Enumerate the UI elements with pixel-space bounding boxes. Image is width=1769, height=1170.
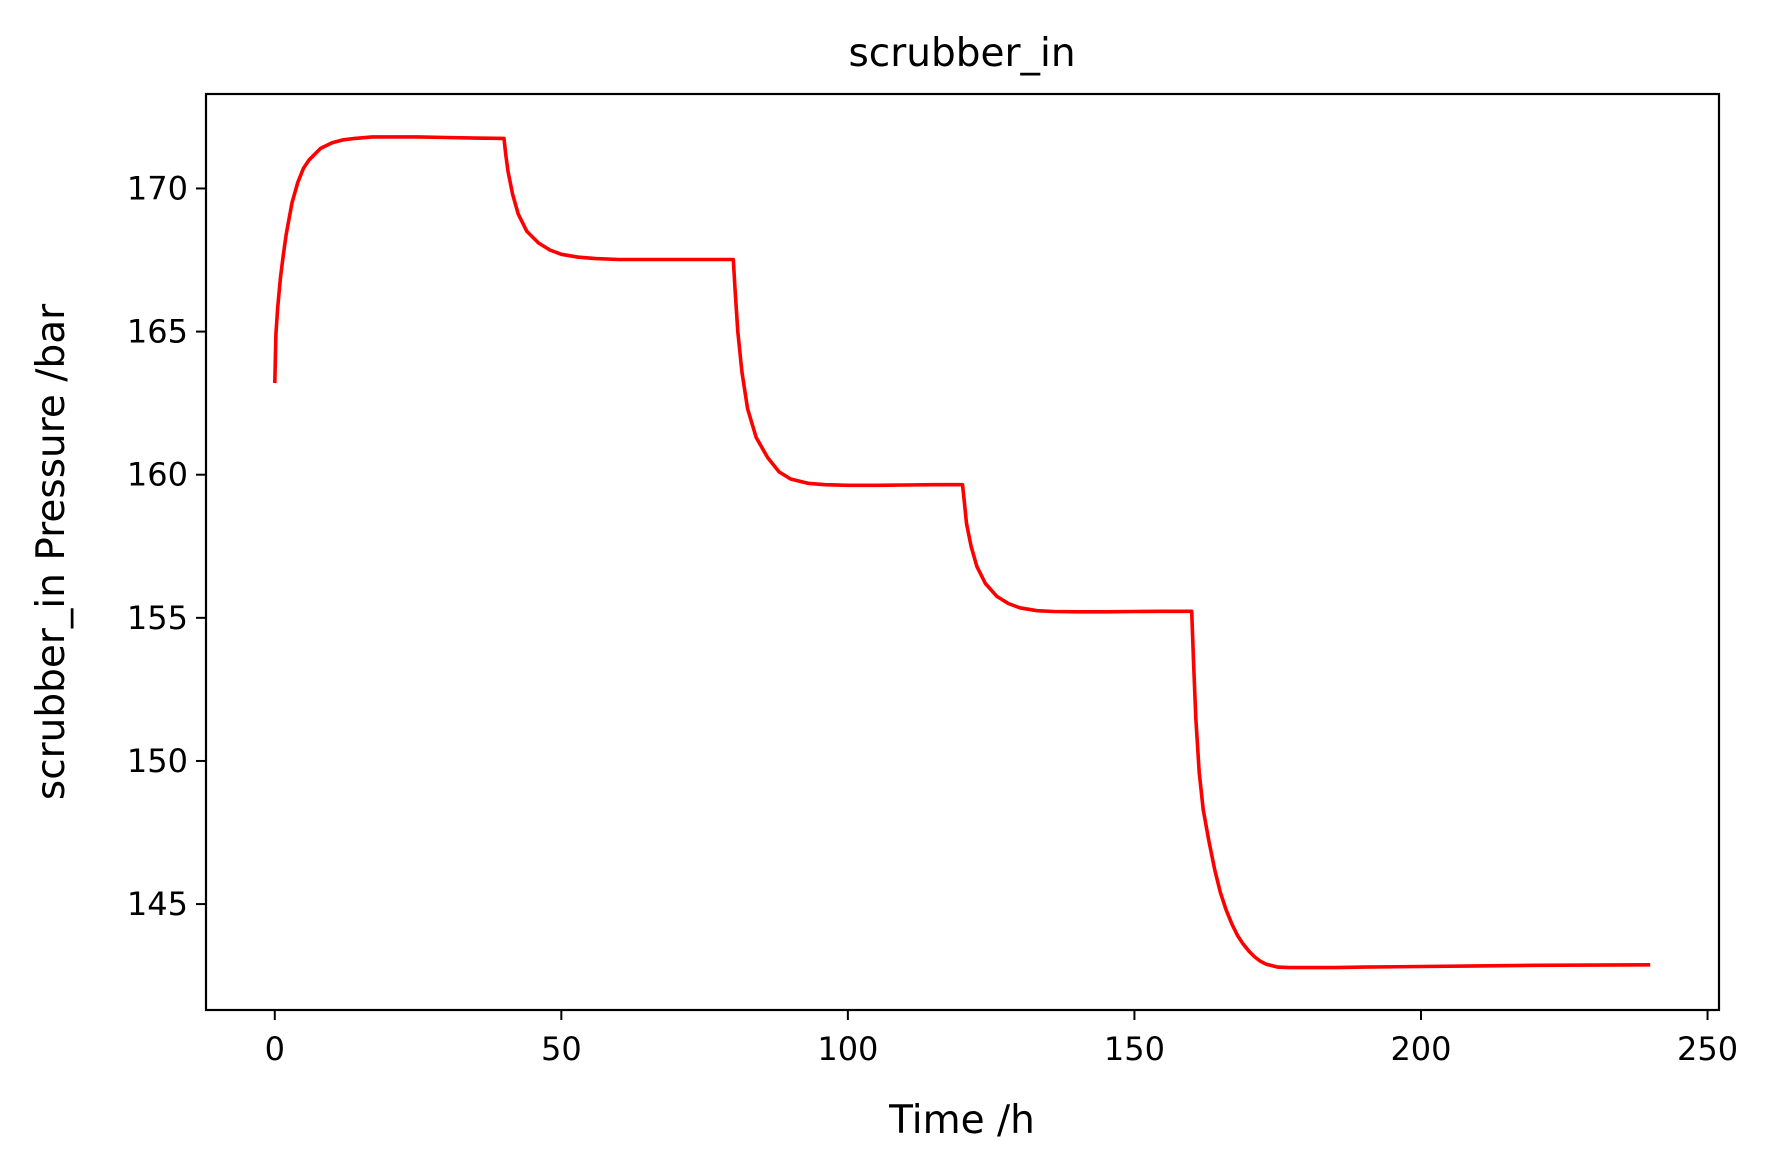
y-tick-label: 145 <box>127 885 188 923</box>
x-tick-label: 200 <box>1390 1030 1451 1068</box>
y-axis-label: scrubber_in Pressure /bar <box>29 303 74 800</box>
chart-title: scrubber_in <box>848 31 1075 76</box>
y-tick-label: 160 <box>127 456 188 494</box>
x-axis-label: Time /h <box>888 1098 1035 1143</box>
y-tick-label: 150 <box>127 742 188 780</box>
x-tick-label: 100 <box>817 1030 878 1068</box>
y-tick-label: 170 <box>127 169 188 207</box>
x-tick-label: 250 <box>1677 1030 1738 1068</box>
y-tick-label: 155 <box>127 599 188 637</box>
x-tick-label: 50 <box>541 1030 582 1068</box>
x-tick-label: 150 <box>1104 1030 1165 1068</box>
x-tick-label: 0 <box>265 1030 285 1068</box>
y-tick-label: 165 <box>127 313 188 351</box>
